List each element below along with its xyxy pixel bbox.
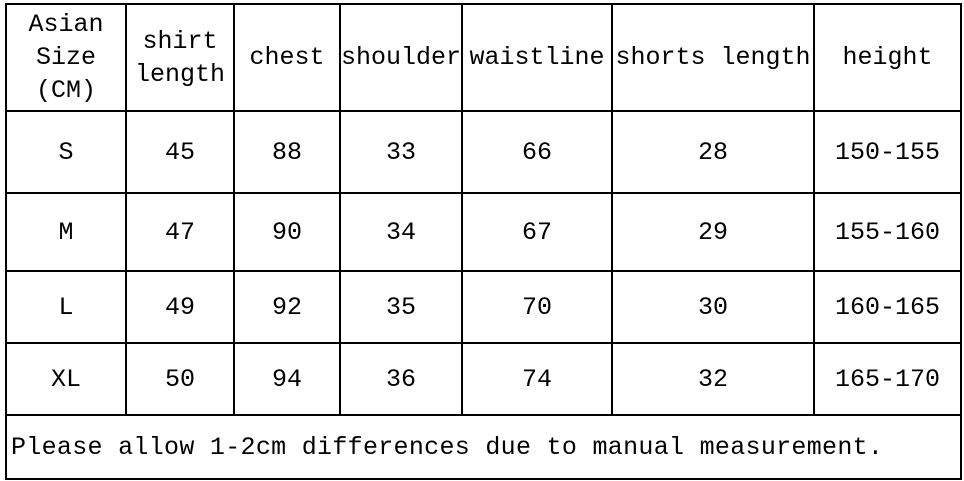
value-cell: 165-170: [813, 342, 962, 416]
value-cell: 34: [339, 192, 463, 272]
size-cell: XL: [5, 342, 127, 416]
size-row: L 49 92 35 70 30 160-165: [5, 270, 962, 344]
value-cell: 70: [461, 270, 613, 344]
value-cell: 74: [461, 342, 613, 416]
value-cell: 92: [233, 270, 341, 344]
value-cell: 33: [339, 110, 463, 194]
value-cell: 67: [461, 192, 613, 272]
header-cell: shorts length: [611, 3, 815, 112]
value-cell: 94: [233, 342, 341, 416]
header-cell: shirt length: [125, 3, 235, 112]
value-cell: 28: [611, 110, 815, 194]
size-row: XL 50 94 36 74 32 165-170: [5, 342, 962, 416]
header-cell: shoulder: [339, 3, 463, 112]
header-cell: chest: [233, 3, 341, 112]
value-cell: 47: [125, 192, 235, 272]
value-cell: 35: [339, 270, 463, 344]
value-cell: 66: [461, 110, 613, 194]
value-cell: 50: [125, 342, 235, 416]
note-row: Please allow 1-2cm differences due to ma…: [5, 414, 962, 480]
header-cell: waistline: [461, 3, 613, 112]
value-cell: 155-160: [813, 192, 962, 272]
header-row: Asian Size (CM) shirt length chest shoulder…: [5, 3, 962, 112]
value-cell: 49: [125, 270, 235, 344]
size-cell: L: [5, 270, 127, 344]
value-cell: 29: [611, 192, 815, 272]
value-cell: 45: [125, 110, 235, 194]
value-cell: 36: [339, 342, 463, 416]
header-cell: height: [813, 3, 962, 112]
size-row: S 45 88 33 66 28 150-155: [5, 110, 962, 194]
value-cell: 88: [233, 110, 341, 194]
size-table: Asian Size (CM) shirt length chest shoulder…: [5, 3, 962, 480]
header-cell: Asian Size (CM): [5, 3, 127, 112]
value-cell: 32: [611, 342, 815, 416]
size-cell: M: [5, 192, 127, 272]
value-cell: 90: [233, 192, 341, 272]
value-cell: 30: [611, 270, 815, 344]
value-cell: 160-165: [813, 270, 962, 344]
size-cell: S: [5, 110, 127, 194]
value-cell: 150-155: [813, 110, 962, 194]
size-row: M 47 90 34 67 29 155-160: [5, 192, 962, 272]
note: Please allow 1-2cm differences due to ma…: [5, 414, 962, 480]
